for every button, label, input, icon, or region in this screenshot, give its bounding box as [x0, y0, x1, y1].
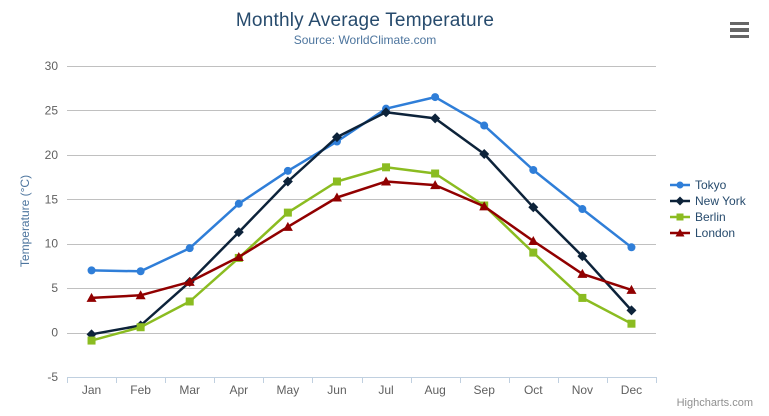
- series-new-york: [86, 107, 637, 340]
- x-axis-label: May: [277, 383, 300, 397]
- series-marker-berlin[interactable]: [136, 323, 145, 332]
- hamburger-icon-bar: [730, 28, 749, 32]
- x-axis-label: Feb: [130, 383, 151, 397]
- series-marker-tokyo[interactable]: [87, 266, 96, 275]
- series-marker-berlin[interactable]: [185, 297, 194, 306]
- legend-marker-circle-icon: [670, 181, 690, 189]
- series-marker-london[interactable]: [86, 292, 97, 302]
- series-marker-tokyo[interactable]: [480, 121, 489, 130]
- series-marker-berlin[interactable]: [283, 208, 292, 217]
- y-axis-label: 20: [45, 148, 59, 162]
- x-axis-label: Aug: [424, 383, 445, 397]
- series-marker-london[interactable]: [135, 290, 146, 300]
- legend-label: New York: [695, 194, 746, 208]
- x-axis-label: Oct: [524, 383, 543, 397]
- series-marker-berlin[interactable]: [431, 169, 440, 178]
- series-marker-new-york[interactable]: [381, 107, 392, 118]
- legend-label: London: [695, 226, 736, 240]
- legend-marker-shape[interactable]: [676, 181, 684, 189]
- series-marker-london[interactable]: [233, 252, 244, 262]
- legend: Tokyo New York Berlin London: [670, 177, 746, 241]
- series-line-london: [90, 180, 633, 300]
- export-menu-button[interactable]: [729, 19, 755, 41]
- series-marker-new-york[interactable]: [626, 305, 637, 316]
- series-marker-london[interactable]: [381, 176, 392, 186]
- highcharts-credit[interactable]: Highcharts.com: [676, 397, 753, 409]
- series-marker-berlin[interactable]: [627, 319, 636, 328]
- series-marker-berlin[interactable]: [332, 177, 341, 186]
- series-marker-london[interactable]: [331, 192, 342, 202]
- legend-item-tokyo[interactable]: Tokyo: [670, 177, 746, 193]
- series-line-new-york: [90, 110, 633, 336]
- series-marker-tokyo[interactable]: [185, 244, 194, 253]
- y-axis-label: 25: [45, 103, 59, 117]
- series-marker-london[interactable]: [430, 180, 441, 190]
- legend-marker-shape[interactable]: [675, 196, 685, 206]
- series-marker-tokyo[interactable]: [529, 165, 538, 174]
- series-marker-london[interactable]: [626, 284, 637, 294]
- series-marker-tokyo[interactable]: [578, 205, 587, 214]
- series-tokyo: [87, 93, 636, 276]
- legend-marker-triangle-icon: [670, 228, 690, 237]
- series-marker-berlin[interactable]: [87, 336, 96, 345]
- y-axis-label: 0: [51, 326, 58, 340]
- series-marker-new-york[interactable]: [233, 227, 244, 238]
- series-marker-tokyo[interactable]: [283, 166, 292, 175]
- x-axis-label: Mar: [179, 383, 200, 397]
- series-marker-tokyo[interactable]: [431, 93, 440, 102]
- legend-marker-shape[interactable]: [676, 213, 684, 221]
- x-axis-label: Jul: [378, 383, 393, 397]
- legend-marker-shape[interactable]: [675, 228, 685, 237]
- legend-label: Tokyo: [695, 178, 727, 192]
- series-marker-new-york[interactable]: [528, 202, 539, 213]
- x-axis-label: Apr: [229, 383, 248, 397]
- series-marker-berlin[interactable]: [578, 293, 587, 302]
- series-marker-london[interactable]: [184, 276, 195, 286]
- legend-marker-square-icon: [670, 213, 690, 221]
- series-marker-london[interactable]: [577, 268, 588, 278]
- series-berlin: [87, 163, 636, 345]
- series-marker-tokyo[interactable]: [234, 199, 243, 208]
- hamburger-icon-bar: [730, 21, 749, 26]
- series-marker-new-york[interactable]: [479, 148, 490, 159]
- x-axis-label: Nov: [572, 383, 593, 397]
- x-axis-label: Jan: [82, 383, 101, 397]
- chart-title: Monthly Average Temperature: [235, 10, 495, 31]
- legend-item-new-york[interactable]: New York: [670, 193, 746, 209]
- series-marker-berlin[interactable]: [382, 163, 391, 172]
- series-marker-london[interactable]: [528, 236, 539, 246]
- y-axis-label: 15: [45, 192, 59, 206]
- y-axis-label: 10: [45, 237, 59, 251]
- series-marker-new-york[interactable]: [331, 132, 342, 143]
- x-axis-label: Dec: [621, 383, 642, 397]
- hamburger-icon-bar: [730, 34, 749, 39]
- series-marker-london[interactable]: [479, 201, 490, 211]
- y-axis-label: 30: [45, 59, 59, 73]
- series-marker-new-york[interactable]: [282, 176, 293, 187]
- x-axis-label: Jun: [327, 383, 346, 397]
- series-line-tokyo: [90, 95, 633, 273]
- series-marker-london[interactable]: [282, 221, 293, 231]
- series-marker-tokyo[interactable]: [136, 267, 145, 276]
- y-axis-label: 5: [51, 281, 58, 295]
- series-marker-new-york[interactable]: [430, 113, 441, 124]
- series-marker-tokyo[interactable]: [627, 243, 636, 252]
- legend-label: Berlin: [695, 210, 726, 224]
- x-axis-label: Sep: [474, 383, 496, 397]
- legend-item-london[interactable]: London: [670, 225, 746, 241]
- y-axis-label: -5: [47, 370, 58, 384]
- series-london: [86, 176, 637, 302]
- chart-subtitle: Source: WorldClimate.com: [293, 33, 437, 47]
- series-line-berlin: [90, 166, 633, 342]
- series-marker-berlin[interactable]: [529, 248, 538, 257]
- legend-item-berlin[interactable]: Berlin: [670, 209, 746, 225]
- legend-marker-diamond-icon: [670, 196, 690, 206]
- series-marker-new-york[interactable]: [577, 251, 588, 262]
